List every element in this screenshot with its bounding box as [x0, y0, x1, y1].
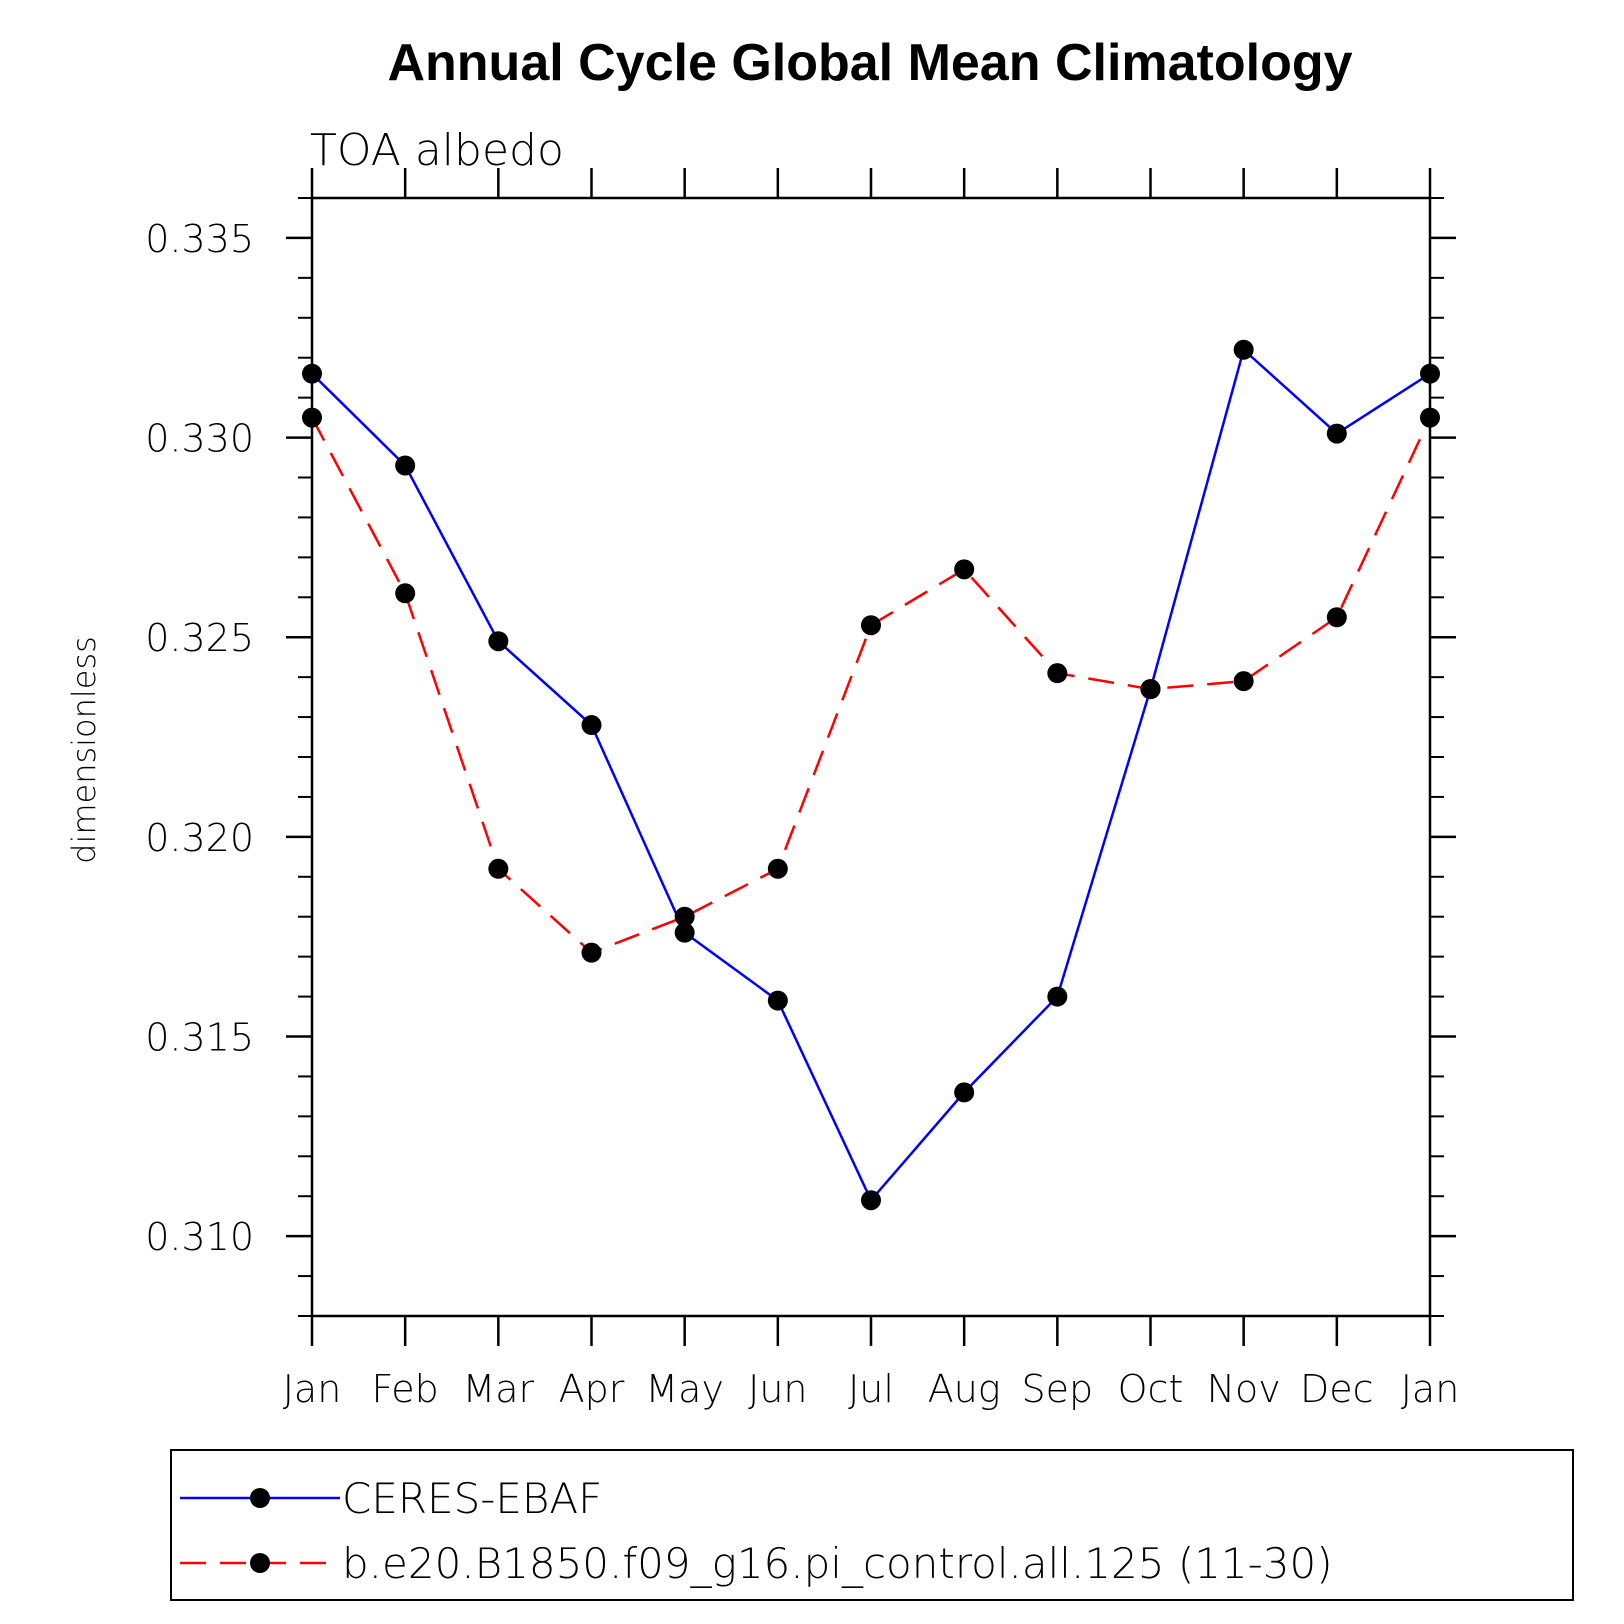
x-tick-labels: Jan Feb Mar Apr May Jun Jul Aug Sep Oct Nov Dec Jan	[283, 1367, 1460, 1411]
legend-label-2: b.e20.B1850.f09_g16.pi_control.all.125 (…	[342, 1539, 1333, 1588]
x-tick-label: Jul	[848, 1367, 894, 1411]
series-layer	[302, 339, 1440, 1211]
x-tick-label: Sep	[1022, 1367, 1094, 1411]
series-line-1	[311, 347, 1431, 1203]
data-point	[1326, 607, 1347, 628]
x-tick-label: Jan	[1401, 1367, 1460, 1411]
y-tick-label: 0.335	[145, 217, 254, 261]
y-tick-label: 0.330	[145, 417, 254, 461]
x-tick-label: Apr	[559, 1367, 625, 1411]
legend-box	[170, 1449, 1574, 1601]
x-tick-label: Mar	[462, 1367, 534, 1411]
data-point	[395, 583, 416, 604]
y-tick-labels: 0.310 0.315 0.320 0.325 0.330 0.335	[145, 217, 254, 1259]
data-point	[1326, 423, 1347, 444]
data-point	[1420, 407, 1440, 428]
data-point	[1233, 671, 1254, 692]
y-tick-label: 0.310	[145, 1215, 254, 1259]
legend-label-1: CERES-EBAF	[342, 1474, 602, 1523]
y-tick-label: 0.320	[145, 816, 254, 860]
x-tick-label: Feb	[372, 1367, 439, 1411]
legend-marker-1	[250, 1488, 270, 1508]
chart-subtitle: TOA albedo	[310, 125, 564, 176]
data-point	[302, 363, 322, 384]
y-tick-label: 0.315	[145, 1016, 254, 1060]
data-point	[1047, 986, 1068, 1007]
x-tick-label: Aug	[928, 1367, 1001, 1411]
data-point	[767, 858, 788, 879]
data-point	[1420, 363, 1440, 384]
data-point	[581, 715, 602, 736]
legend: CERES-EBAF b.e20.B1850.f09_g16.pi_control…	[170, 1449, 1574, 1601]
data-point	[674, 922, 695, 943]
series-line-2	[310, 417, 1432, 955]
data-point	[1233, 339, 1254, 360]
data-point	[861, 615, 881, 636]
y-axis-label: dimensionless	[65, 636, 103, 864]
data-point	[954, 559, 975, 580]
data-point	[1140, 679, 1161, 700]
axis-ticks	[286, 168, 1456, 1346]
x-tick-label: Jun	[748, 1367, 807, 1411]
data-point	[861, 1190, 881, 1211]
chart-title: Annual Cycle Global Mean Climatology	[387, 34, 1352, 92]
data-point	[674, 906, 695, 927]
data-point	[488, 631, 509, 652]
data-point	[581, 942, 602, 963]
x-tick-label: Nov	[1207, 1367, 1281, 1411]
data-point	[302, 407, 322, 428]
x-tick-label: Oct	[1118, 1367, 1184, 1411]
x-tick-label: May	[645, 1367, 724, 1411]
x-tick-label: Jan	[283, 1367, 342, 1411]
data-point	[488, 858, 509, 879]
legend-marker-2	[250, 1553, 270, 1573]
x-tick-label: Dec	[1300, 1367, 1374, 1411]
y-tick-label: 0.325	[145, 616, 254, 660]
data-point	[767, 990, 788, 1011]
data-point	[1047, 663, 1068, 684]
data-point	[954, 1082, 975, 1103]
data-point	[395, 455, 416, 476]
